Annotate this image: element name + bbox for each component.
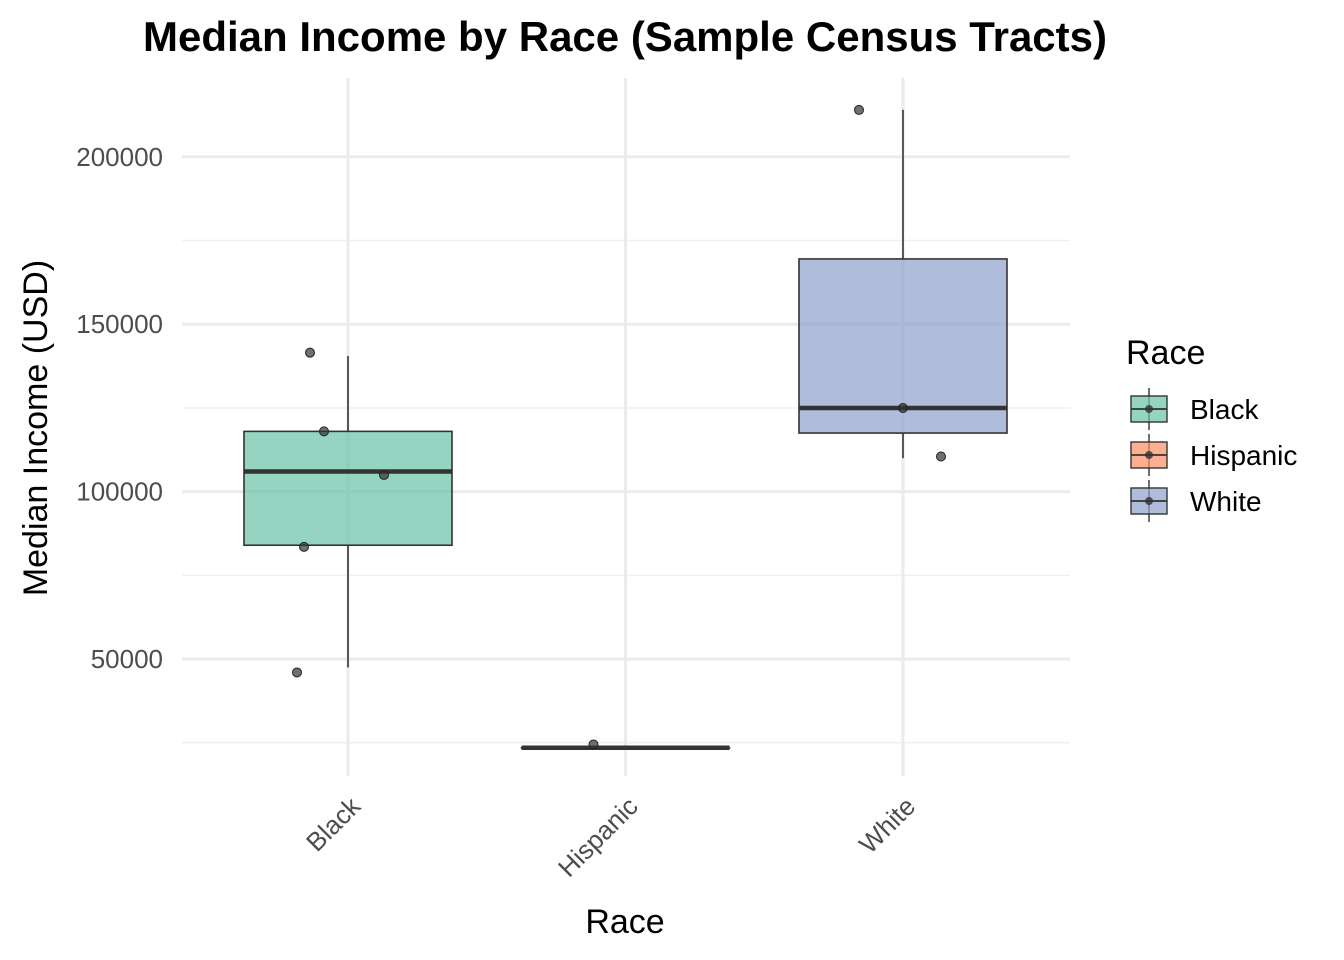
chart-title: Median Income by Race (Sample Census Tra… <box>143 13 1107 60</box>
data-point-white <box>898 402 908 413</box>
legend-title: Race <box>1126 334 1205 372</box>
x-axis-title: Race <box>585 903 664 941</box>
data-point-black <box>319 426 329 437</box>
y-tick-label: 50000 <box>91 644 163 674</box>
data-point-hispanic <box>588 739 599 750</box>
data-point-black <box>305 347 315 358</box>
data-point-white <box>854 104 864 115</box>
legend-key-point <box>1145 405 1153 413</box>
x-tick-label: White <box>853 791 921 859</box>
box-iqr <box>243 430 453 547</box>
y-tick-label: 150000 <box>76 309 163 339</box>
y-axis-title: Median Income (USD) <box>17 260 55 596</box>
legend-item-hispanic: Hispanic <box>1130 434 1297 476</box>
legend-key-point <box>1145 497 1153 505</box>
box-black <box>243 356 453 668</box>
x-tick-label: Black <box>300 790 367 857</box>
y-axis-ticks: 50000 100000 150000 200000 <box>76 142 163 674</box>
y-tick-label: 200000 <box>76 142 163 172</box>
legend-label: White <box>1190 486 1262 517</box>
x-axis-ticks: Black Hispanic White <box>300 790 921 882</box>
y-tick-label: 100000 <box>76 477 163 507</box>
data-point-black <box>379 469 389 480</box>
legend-item-white: White <box>1130 480 1262 522</box>
legend-label: Hispanic <box>1190 440 1297 471</box>
data-point-black <box>299 541 309 552</box>
data-point-white <box>936 451 946 462</box>
x-tick-label: Hispanic <box>552 791 644 883</box>
legend-key-point <box>1145 451 1153 459</box>
data-point-black <box>292 667 302 678</box>
legend: Race Black Hispanic White <box>1126 334 1297 522</box>
data-points <box>292 104 946 750</box>
legend-label: Black <box>1190 394 1259 425</box>
legend-item-black: Black <box>1130 388 1259 430</box>
